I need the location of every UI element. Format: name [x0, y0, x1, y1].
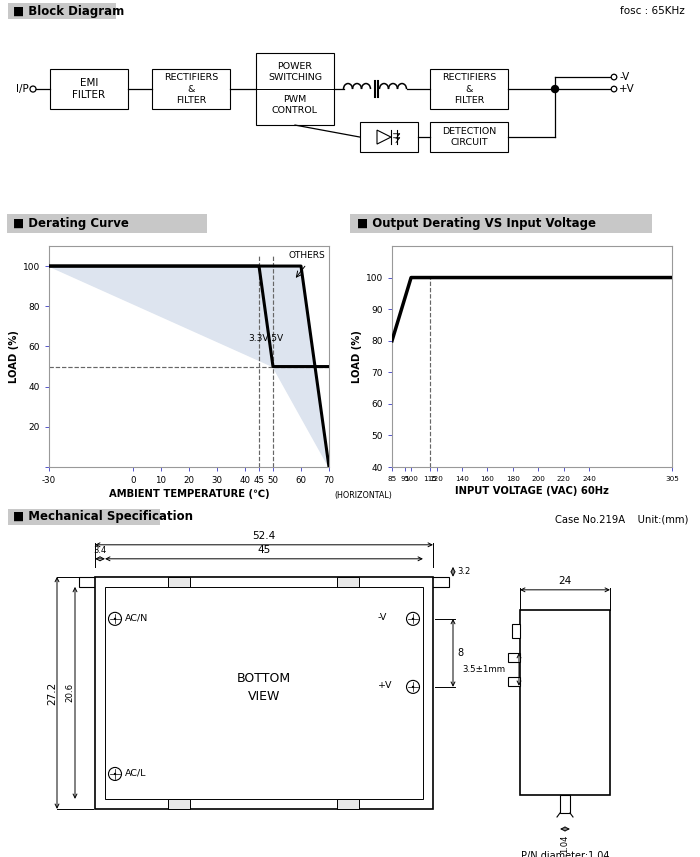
- Bar: [337, 799, 359, 809]
- Text: RECTIFIERS
&
FILTER: RECTIFIERS & FILTER: [164, 73, 218, 105]
- Circle shape: [412, 686, 414, 688]
- Text: 3.4: 3.4: [93, 546, 106, 554]
- Circle shape: [114, 618, 116, 620]
- Y-axis label: LOAD (%): LOAD (%): [8, 330, 19, 383]
- Text: fosc : 65KHz: fosc : 65KHz: [620, 6, 685, 16]
- Bar: [7, 214, 206, 233]
- Bar: [508, 677, 520, 686]
- Text: +V: +V: [378, 681, 393, 691]
- Text: P/N diameter:1.04: P/N diameter:1.04: [521, 851, 609, 857]
- Text: +V: +V: [619, 84, 635, 94]
- Text: 24: 24: [559, 576, 572, 586]
- Text: 1.04: 1.04: [561, 835, 570, 854]
- Text: (HORIZONTAL): (HORIZONTAL): [335, 491, 393, 500]
- Text: PWM
CONTROL: PWM CONTROL: [272, 95, 318, 116]
- Text: EMI
FILTER: EMI FILTER: [72, 78, 106, 100]
- Text: OTHERS: OTHERS: [288, 251, 325, 260]
- Text: ■ Mechanical Specification: ■ Mechanical Specification: [13, 510, 193, 524]
- Circle shape: [412, 618, 414, 620]
- Text: DETECTION
CIRCUIT: DETECTION CIRCUIT: [442, 127, 496, 147]
- Bar: [508, 653, 520, 662]
- Bar: [168, 577, 190, 587]
- Text: POWER
SWITCHING: POWER SWITCHING: [268, 62, 322, 82]
- Text: 45: 45: [258, 545, 271, 554]
- Bar: [50, 69, 128, 109]
- Bar: [8, 509, 160, 524]
- Bar: [560, 795, 570, 813]
- Y-axis label: LOAD (%): LOAD (%): [351, 330, 362, 383]
- Text: ■ Derating Curve: ■ Derating Curve: [13, 217, 130, 231]
- Text: AC/L: AC/L: [125, 769, 146, 777]
- Text: 3.2: 3.2: [457, 567, 470, 576]
- Text: 3.3V,5V: 3.3V,5V: [248, 334, 283, 343]
- Text: RECTIFIERS
&
FILTER: RECTIFIERS & FILTER: [442, 73, 496, 105]
- Bar: [512, 624, 520, 638]
- Text: -V: -V: [619, 72, 629, 82]
- Bar: [256, 53, 334, 125]
- Text: 52.4: 52.4: [253, 530, 276, 541]
- Bar: [168, 799, 190, 809]
- Text: 27.2: 27.2: [47, 681, 57, 704]
- Text: I/P: I/P: [15, 84, 29, 94]
- Bar: [360, 122, 418, 152]
- Bar: [105, 587, 423, 799]
- Bar: [430, 69, 508, 109]
- Polygon shape: [49, 266, 329, 467]
- Bar: [350, 214, 652, 233]
- Text: -V: -V: [378, 614, 387, 622]
- Bar: [79, 577, 449, 587]
- Bar: [152, 69, 230, 109]
- Text: AC/N: AC/N: [125, 614, 148, 622]
- Text: Case No.219A    Unit:(mm): Case No.219A Unit:(mm): [554, 515, 688, 524]
- Text: 8: 8: [457, 648, 463, 658]
- Circle shape: [114, 773, 116, 775]
- X-axis label: AMBIENT TEMPERATURE (℃): AMBIENT TEMPERATURE (℃): [108, 489, 270, 500]
- Bar: [430, 122, 508, 152]
- Bar: [95, 577, 433, 809]
- Text: ■ Output Derating VS Input Voltage: ■ Output Derating VS Input Voltage: [357, 217, 596, 231]
- Bar: [520, 610, 610, 795]
- Text: BOTTOM
VIEW: BOTTOM VIEW: [237, 673, 291, 704]
- X-axis label: INPUT VOLTAGE (VAC) 60Hz: INPUT VOLTAGE (VAC) 60Hz: [455, 486, 609, 496]
- Bar: [337, 577, 359, 587]
- Bar: [8, 3, 116, 19]
- Text: ■ Block Diagram: ■ Block Diagram: [13, 4, 125, 17]
- Circle shape: [552, 86, 559, 93]
- Text: 3.5±1mm: 3.5±1mm: [463, 665, 506, 674]
- Text: 20.6: 20.6: [66, 683, 74, 703]
